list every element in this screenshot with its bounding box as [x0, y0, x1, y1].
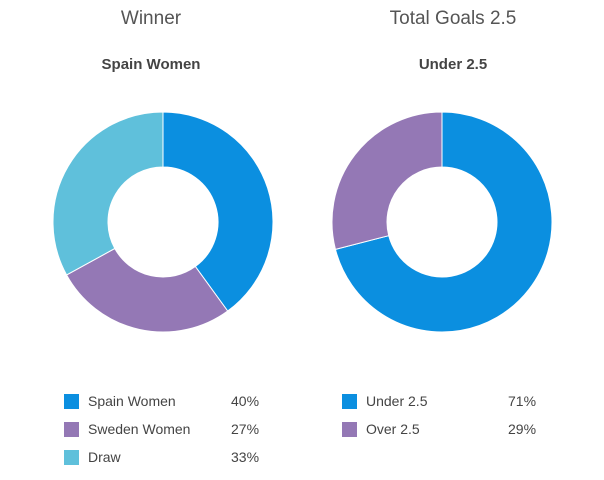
legend-value: 33% [231, 449, 260, 465]
legend-value: 40% [231, 393, 260, 409]
legend-value: 71% [508, 393, 537, 409]
legend-item[interactable]: Under 2.5 71% [342, 393, 542, 421]
total-goals-chart-panel: Total Goals 2.5 Under 2.5 Under 2.5 71% … [302, 0, 604, 480]
legend-item[interactable]: Over 2.5 29% [342, 421, 542, 449]
legend-item[interactable]: Draw 33% [64, 449, 264, 477]
legend-label: Spain Women [88, 393, 176, 409]
legend-item[interactable]: Sweden Women 27% [64, 421, 264, 449]
chart-subtitle: Spain Women [101, 56, 201, 73]
legend-label: Under 2.5 [366, 393, 428, 409]
legend-value: 27% [231, 421, 260, 437]
legend-label: Sweden Women [88, 421, 191, 437]
legend-label: Draw [88, 449, 121, 465]
donut-slice-under-2-5[interactable] [334, 111, 553, 333]
legend-total-goals: Under 2.5 71% Over 2.5 29% [342, 393, 542, 449]
legend-winner: Spain Women 40% Sweden Women 27% Draw 33… [64, 393, 264, 477]
legend-value: 29% [508, 421, 537, 437]
donut-chart-total-goals [331, 111, 553, 333]
donut-slice-draw[interactable] [52, 111, 164, 276]
legend-item[interactable]: Spain Women 40% [64, 393, 264, 421]
donut-chart-winner [52, 111, 274, 333]
winner-chart-panel: Winner Spain Women Spain Women 40% Swede… [52, 8, 274, 477]
donut-slice-spain-women[interactable] [162, 111, 274, 312]
chart-subtitle: Under 2.5 [418, 56, 488, 73]
legend-label: Over 2.5 [366, 421, 420, 437]
legend-swatch [342, 394, 357, 409]
legend-swatch [64, 450, 79, 465]
legend-swatch [64, 394, 79, 409]
donut-slice-sweden-women[interactable] [65, 247, 229, 333]
legend-swatch [342, 422, 357, 437]
legend-swatch [64, 422, 79, 437]
chart-title: Total Goals 2.5 [389, 8, 517, 29]
chart-title: Winner [120, 8, 182, 29]
donut-slice-over-2-5[interactable] [331, 111, 443, 250]
